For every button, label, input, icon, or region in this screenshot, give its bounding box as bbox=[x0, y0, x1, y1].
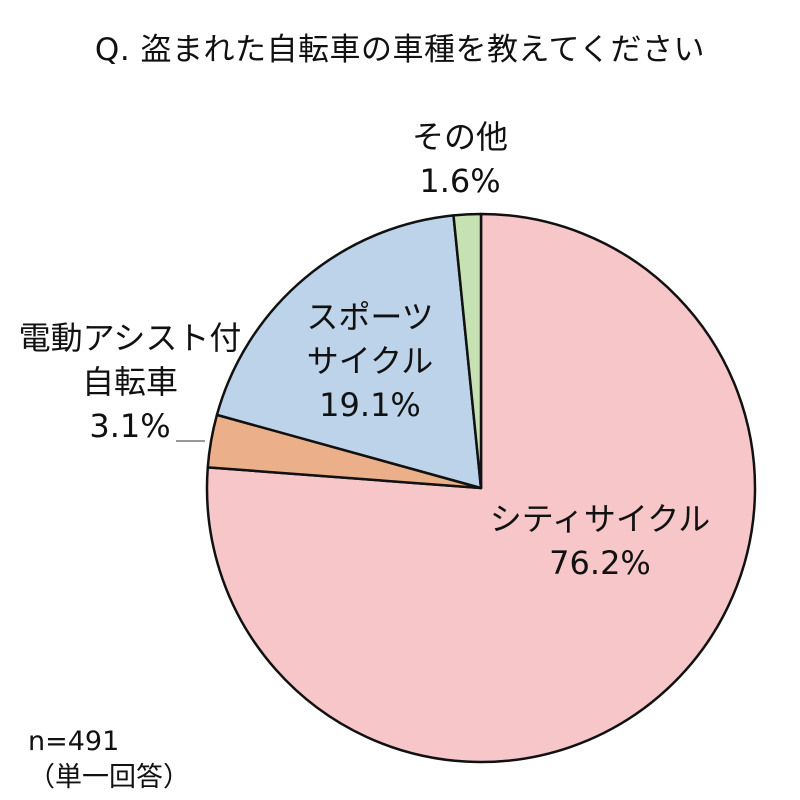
slice-label-name: サイクル bbox=[306, 342, 434, 380]
slice-label-name: その他 bbox=[411, 118, 508, 156]
slice-other bbox=[452, 212, 483, 490]
slice-label-other: その他 1.6% bbox=[385, 115, 535, 203]
sample-size: n=491 bbox=[28, 726, 120, 757]
slice-label-value: 19.1% bbox=[319, 386, 421, 424]
slice-label-value: 3.1% bbox=[89, 407, 171, 445]
slice-label-sports-cycle: スポーツ サイクル 19.1% bbox=[240, 295, 500, 427]
slice-sports-cycle bbox=[215, 214, 483, 490]
slice-label-name: 自転車 bbox=[81, 363, 178, 401]
slice-label-value: 76.2% bbox=[549, 544, 651, 582]
slice-label-value: 1.6% bbox=[419, 162, 501, 200]
slice-label-name: 電動アシスト付 bbox=[18, 319, 242, 357]
slice-label-name: スポーツ bbox=[306, 298, 434, 336]
answer-type: （単一回答） bbox=[28, 762, 190, 793]
chart-title: Q. 盗まれた自転車の車種を教えてください bbox=[94, 32, 706, 68]
pie-slices bbox=[205, 212, 757, 764]
sample-note: n=491 （単一回答） bbox=[28, 724, 190, 796]
slice-label-city-cycle: シティサイクル 76.2% bbox=[460, 497, 740, 585]
slice-label-electric-assist: 電動アシスト付 自転車 3.1% bbox=[0, 316, 260, 448]
slice-label-name: シティサイクル bbox=[489, 500, 711, 538]
